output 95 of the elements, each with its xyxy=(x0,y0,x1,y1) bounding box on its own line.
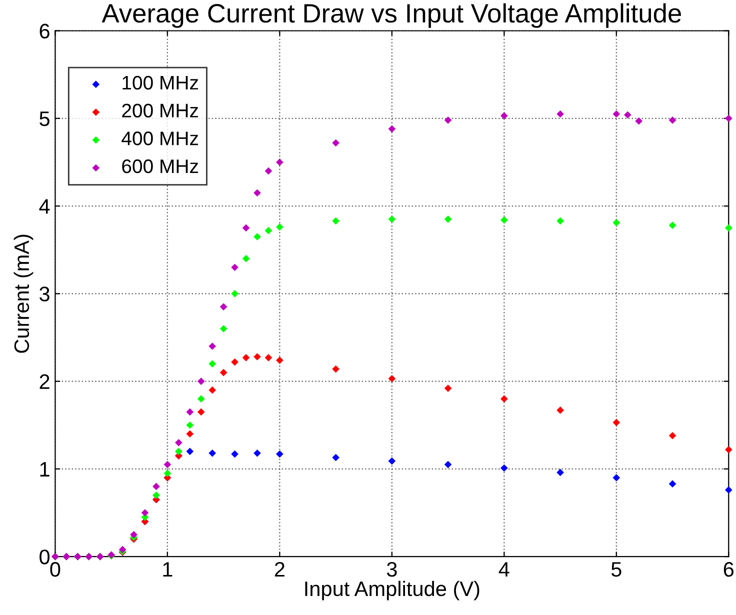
point xyxy=(388,457,396,465)
y-tick-label: 4 xyxy=(39,199,50,214)
point xyxy=(724,224,732,232)
point xyxy=(444,460,452,468)
point xyxy=(388,374,396,382)
point xyxy=(141,509,149,516)
point xyxy=(186,448,194,456)
point xyxy=(231,290,238,298)
point xyxy=(444,116,452,124)
point xyxy=(612,110,620,118)
point xyxy=(624,111,632,119)
point xyxy=(254,449,261,457)
point xyxy=(276,158,284,166)
point xyxy=(264,226,272,234)
legend-label: 600 MHz xyxy=(122,159,198,174)
x-tick-label: 2 xyxy=(274,562,284,577)
x-tick-label: 1 xyxy=(163,562,172,577)
point xyxy=(174,438,182,446)
point xyxy=(612,418,620,426)
legend-label: 400 MHz xyxy=(122,132,198,146)
point xyxy=(231,264,238,272)
point xyxy=(208,449,216,457)
x-tick-label: 6 xyxy=(724,562,734,577)
point xyxy=(724,114,732,122)
y-axis-title: Current (mA) xyxy=(14,234,34,353)
point xyxy=(724,446,732,454)
point xyxy=(231,450,238,458)
point xyxy=(208,386,216,394)
point xyxy=(197,378,205,385)
x-tick-label: 3 xyxy=(386,562,397,577)
point xyxy=(332,139,340,147)
point xyxy=(276,450,284,458)
point xyxy=(220,325,228,332)
point xyxy=(220,303,228,310)
point xyxy=(242,254,250,262)
point xyxy=(197,395,205,402)
point xyxy=(197,408,205,416)
point xyxy=(332,454,340,462)
point xyxy=(556,468,564,476)
point xyxy=(152,482,160,490)
point xyxy=(500,395,508,402)
point xyxy=(612,219,620,226)
point xyxy=(500,216,508,224)
point xyxy=(612,474,620,482)
point xyxy=(276,223,284,231)
point xyxy=(254,189,261,197)
point xyxy=(164,470,172,477)
point xyxy=(186,408,194,416)
legend-label: 100 MHz xyxy=(122,76,198,90)
point xyxy=(220,368,228,376)
point xyxy=(332,365,340,373)
point xyxy=(500,112,508,120)
point xyxy=(130,530,138,538)
point xyxy=(242,354,250,362)
point xyxy=(174,448,182,456)
point xyxy=(164,460,172,468)
point xyxy=(264,167,272,175)
point xyxy=(556,217,564,225)
point xyxy=(556,406,564,414)
point xyxy=(668,222,676,229)
x-tick-label: 4 xyxy=(498,562,510,577)
point xyxy=(332,217,340,225)
point xyxy=(388,125,396,133)
y-tick-label: 1 xyxy=(40,462,50,476)
y-tick-label: 3 xyxy=(40,286,50,302)
y-tick-label: 6 xyxy=(40,24,50,39)
point xyxy=(208,360,216,368)
point xyxy=(500,464,508,472)
point xyxy=(444,215,452,223)
point xyxy=(186,421,194,429)
point xyxy=(444,384,452,392)
y-tick-label: 2 xyxy=(40,374,50,389)
point xyxy=(254,233,261,240)
x-tick-label: 0 xyxy=(50,562,60,577)
x-tick-label: 5 xyxy=(611,562,622,577)
point xyxy=(668,116,676,124)
point xyxy=(186,430,194,438)
y-tick-label: 5 xyxy=(40,112,50,126)
point xyxy=(264,354,272,362)
x-axis-title: Input Amplitude (V) xyxy=(305,580,480,600)
legend-label: 200 MHz xyxy=(122,104,198,118)
point xyxy=(254,353,261,360)
chart-title: Average Current Draw vs Input Voltage Amplitude xyxy=(102,3,681,28)
point xyxy=(388,215,396,223)
point xyxy=(635,117,643,125)
point xyxy=(556,110,564,118)
point xyxy=(668,432,676,440)
point xyxy=(276,356,284,364)
y-tick-label: 0 xyxy=(40,550,50,564)
point xyxy=(231,358,238,366)
point xyxy=(242,224,250,232)
point xyxy=(208,342,216,350)
point xyxy=(724,486,732,494)
point xyxy=(668,480,676,488)
point xyxy=(152,492,160,499)
